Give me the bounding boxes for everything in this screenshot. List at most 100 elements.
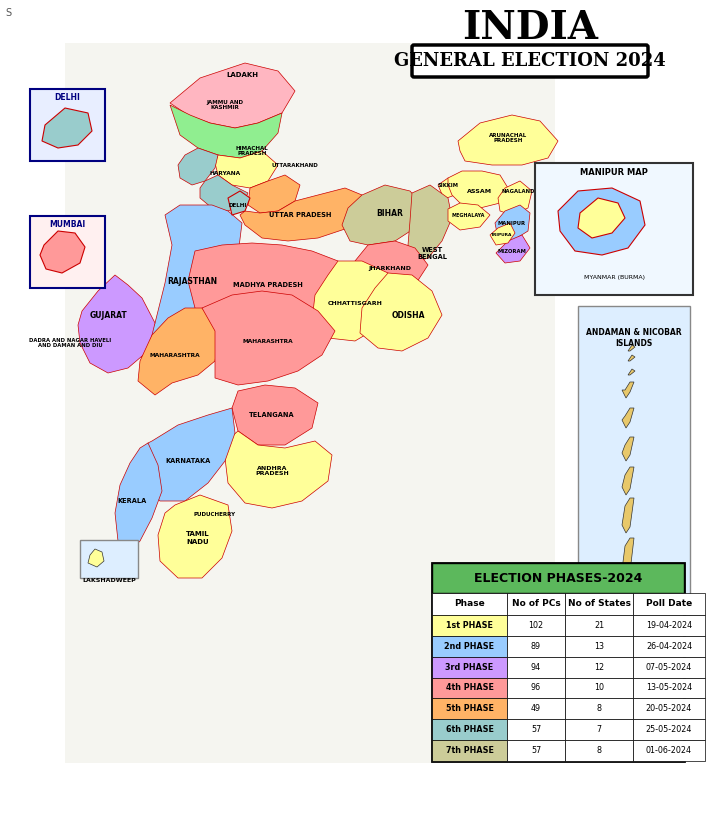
Polygon shape [232,385,318,445]
Polygon shape [622,382,634,398]
Polygon shape [495,205,530,241]
Polygon shape [448,203,490,230]
Polygon shape [225,431,332,508]
Bar [432,740,507,761]
Text: 10: 10 [594,683,604,692]
Bar [565,699,633,719]
Text: ASSAM: ASSAM [468,188,493,193]
Text: GUJARAT: GUJARAT [89,310,127,319]
Polygon shape [202,291,335,385]
Polygon shape [342,185,425,245]
Bar [432,719,507,740]
Text: 25-05-2024: 25-05-2024 [646,725,692,734]
Text: WEST
BENGAL: WEST BENGAL [417,247,447,259]
Bar [432,615,507,636]
Bar [507,657,565,677]
Bar [432,657,507,677]
Text: TAMIL
NADU: TAMIL NADU [186,532,209,545]
Polygon shape [188,243,348,333]
Text: 8: 8 [596,746,601,755]
Polygon shape [140,205,242,371]
Bar [633,657,705,677]
Polygon shape [558,188,645,255]
Polygon shape [628,355,635,361]
Bar [432,699,507,719]
Text: 01-06-2024: 01-06-2024 [646,746,692,755]
Polygon shape [78,275,155,373]
Text: GENERAL ELECTION 2024: GENERAL ELECTION 2024 [394,52,666,70]
Bar [633,636,705,657]
Text: 8: 8 [596,704,601,714]
Text: 102: 102 [528,621,543,630]
Polygon shape [312,261,398,341]
Bar [432,677,507,699]
Bar [507,699,565,719]
Text: 57: 57 [531,746,541,755]
Polygon shape [496,235,530,263]
Polygon shape [352,241,428,298]
FancyBboxPatch shape [412,45,648,77]
Text: No of States: No of States [568,599,631,608]
Bar [535,163,693,295]
Text: 13-05-2024: 13-05-2024 [646,683,692,692]
Text: BIHAR: BIHAR [377,208,403,217]
Text: MIZORAM: MIZORAM [498,249,526,253]
Bar [432,636,507,657]
Text: MADHYA PRADESH: MADHYA PRADESH [233,282,303,288]
Text: UTTARAKHAND: UTTARAKHAND [272,162,318,168]
Polygon shape [622,467,634,495]
Text: RAJASTHAN: RAJASTHAN [167,277,217,286]
Text: 96: 96 [531,683,541,692]
Bar [65,43,555,763]
Text: 4th PHASE: 4th PHASE [445,683,493,692]
Bar [507,740,565,761]
Text: 5th PHASE: 5th PHASE [445,704,493,714]
Polygon shape [622,408,634,428]
Text: JAMMU AND
KASHMIR: JAMMU AND KASHMIR [207,100,244,110]
Text: TELANGANA: TELANGANA [250,412,295,418]
Text: MAHARASHTRA: MAHARASHTRA [149,352,200,357]
Text: Phase: Phase [454,599,485,608]
Polygon shape [215,151,278,188]
Text: 13: 13 [594,642,604,651]
Text: No of PCs: No of PCs [512,599,561,608]
Text: NAGALAND: NAGALAND [501,188,535,193]
Text: CHHATTISGARH: CHHATTISGARH [327,300,383,305]
Text: SIKKIM: SIKKIM [438,183,458,188]
Text: ODISHA: ODISHA [391,310,425,319]
Text: 07-05-2024: 07-05-2024 [646,663,692,672]
Text: 12: 12 [594,663,604,672]
Polygon shape [40,231,85,273]
Bar [633,677,705,699]
Text: 6th PHASE: 6th PHASE [445,725,493,734]
Bar [507,719,565,740]
Polygon shape [498,181,532,215]
Bar [633,740,705,761]
Polygon shape [248,175,300,213]
Text: 26-04-2024: 26-04-2024 [646,642,692,651]
Text: INDIA: INDIA [462,9,598,47]
Text: KARNATAKA: KARNATAKA [165,458,211,464]
Bar [432,563,684,761]
Bar [565,677,633,699]
Text: MANIPUR MAP: MANIPUR MAP [580,168,648,176]
Text: ANDHRA
PRADESH: ANDHRA PRADESH [255,466,289,477]
Bar [633,699,705,719]
Polygon shape [158,495,232,578]
Text: 7: 7 [596,725,601,734]
Text: MYANMAR (BURMA): MYANMAR (BURMA) [583,275,644,280]
Text: DELHI: DELHI [229,202,247,207]
Polygon shape [408,185,452,263]
Polygon shape [42,108,92,148]
Text: 49: 49 [531,704,541,714]
Bar [578,306,690,628]
Bar [507,615,565,636]
Polygon shape [138,308,218,395]
Polygon shape [458,115,558,165]
Polygon shape [622,538,634,578]
Bar [30,89,105,161]
Polygon shape [490,223,515,245]
Text: MAHARASHTRA: MAHARASHTRA [242,338,293,343]
Polygon shape [628,345,635,351]
Polygon shape [88,549,104,567]
